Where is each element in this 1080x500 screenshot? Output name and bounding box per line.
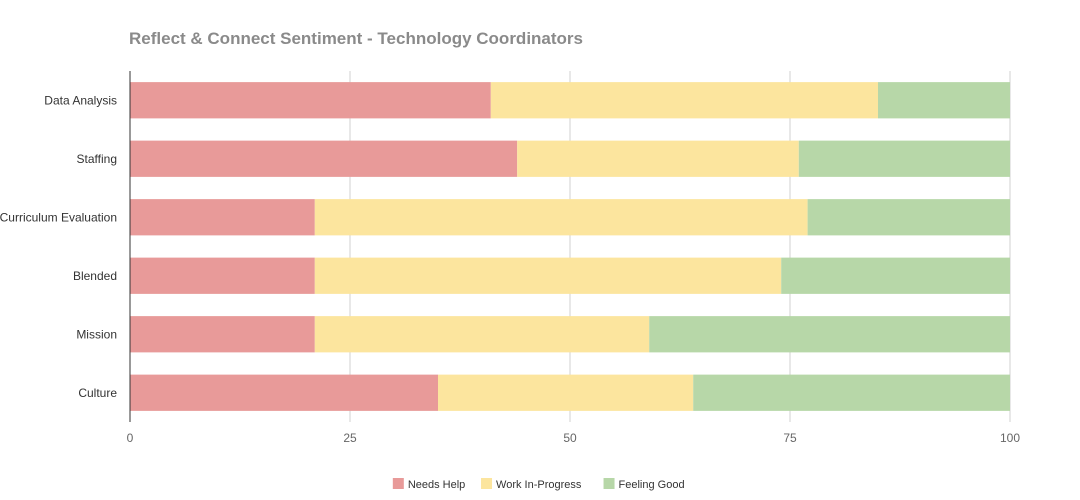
bar-work-in-progress-mission — [314, 316, 650, 353]
gridlines — [349, 71, 1011, 422]
bar-needs-help-curriculum-evaluation — [130, 199, 315, 236]
bar-feeling-good-mission — [649, 316, 1010, 353]
bar-feeling-good-data-analysis — [878, 82, 1010, 119]
legend: Needs Help Work In-Progress Feeling Good — [392, 478, 685, 491]
x-tick-label: 100 — [1000, 431, 1020, 445]
bar-feeling-good-curriculum-evaluation — [807, 199, 1010, 236]
legend-label-work-in-progress: Work In-Progress — [496, 479, 582, 491]
bar-work-in-progress-data-analysis — [490, 82, 878, 119]
bar-feeling-good-blended — [781, 257, 1010, 294]
chart-title: Reflect & Connect Sentiment - Technology… — [129, 29, 583, 48]
x-tick-label: 75 — [783, 431, 797, 445]
x-tick-label: 0 — [127, 431, 134, 445]
bar-work-in-progress-culture — [438, 374, 694, 411]
legend-swatch-needs-help — [392, 478, 404, 489]
x-tick-label: 50 — [563, 431, 577, 445]
bars — [130, 82, 1010, 411]
bar-needs-help-mission — [130, 316, 315, 353]
bar-work-in-progress-staffing — [517, 140, 799, 177]
bar-feeling-good-staffing — [798, 140, 1010, 177]
y-category-label: Data Analysis — [44, 93, 117, 107]
bar-work-in-progress-curriculum-evaluation — [314, 199, 808, 236]
axes: 0 25 50 75 100 Data Analysis Staffing Curriculu… — [0, 71, 1020, 445]
bar-feeling-good-culture — [693, 374, 1010, 411]
y-category-label: Culture — [78, 386, 117, 400]
legend-label-needs-help: Needs Help — [408, 479, 465, 491]
bar-work-in-progress-blended — [314, 257, 782, 294]
bar-needs-help-blended — [130, 257, 315, 294]
bar-needs-help-data-analysis — [130, 82, 491, 119]
legend-swatch-feeling-good — [603, 478, 615, 489]
y-category-label: Blended — [73, 269, 117, 283]
y-category-label: Staffing — [77, 152, 117, 166]
y-category-label: Curriculum Evaluation — [0, 210, 117, 224]
bar-needs-help-culture — [130, 374, 438, 411]
legend-swatch-work-in-progress — [481, 478, 493, 489]
legend-label-feeling-good: Feeling Good — [619, 479, 685, 491]
x-tick-label: 25 — [343, 431, 357, 445]
y-category-label: Mission — [76, 327, 117, 341]
bar-needs-help-staffing — [130, 140, 518, 177]
